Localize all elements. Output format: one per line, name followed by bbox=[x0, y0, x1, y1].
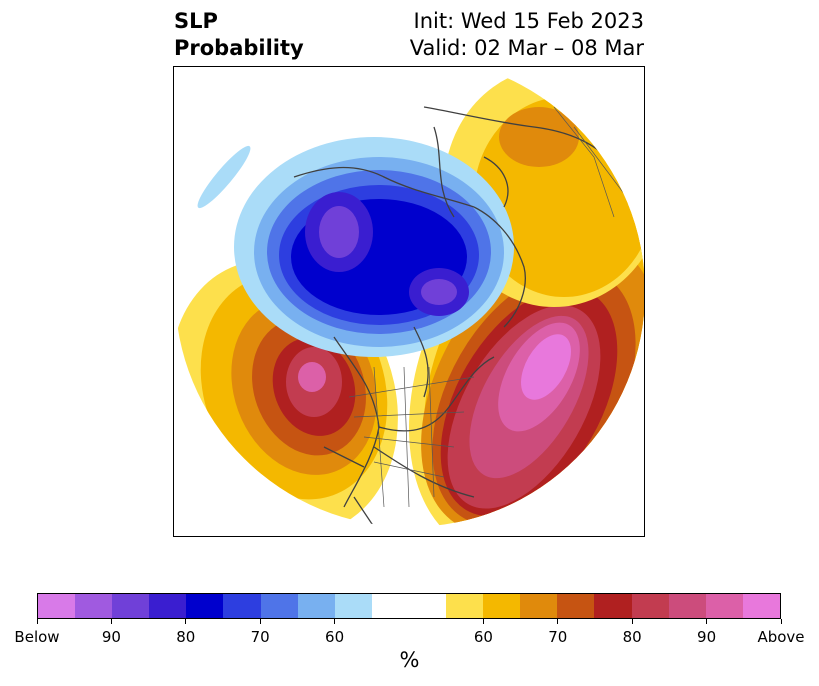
colorbar-tick-mark bbox=[110, 619, 112, 624]
colorbar-tick-mark bbox=[36, 619, 38, 624]
init-date: Init: Wed 15 Feb 2023 bbox=[413, 9, 644, 33]
colorbar-swatch bbox=[75, 594, 113, 618]
map-title-left: SLP Probability bbox=[174, 8, 304, 62]
colorbar-swatch bbox=[149, 594, 187, 618]
colorbar-swatch bbox=[668, 594, 706, 618]
colorbar-tick-label: 70 bbox=[548, 628, 568, 646]
title-slp: SLP bbox=[174, 9, 218, 33]
colorbar-swatch bbox=[297, 594, 335, 618]
probability-map bbox=[175, 67, 644, 527]
coastlines bbox=[293, 106, 625, 527]
colorbar-swatch bbox=[371, 594, 409, 618]
colorbar-tick-label: 60 bbox=[473, 628, 493, 646]
colorbar-swatch bbox=[446, 594, 484, 618]
colorbar-tick-mark bbox=[185, 619, 187, 624]
colorbar-tick-label: Below bbox=[14, 628, 60, 646]
colorbar-swatch bbox=[631, 594, 669, 618]
colorbar-swatch bbox=[186, 594, 224, 618]
colorbar-swatch bbox=[594, 594, 632, 618]
colorbar-swatch bbox=[705, 594, 743, 618]
title-probability: Probability bbox=[174, 36, 304, 60]
colorbar-tick-mark bbox=[780, 619, 782, 624]
colorbar-tick-label: 90 bbox=[101, 628, 121, 646]
colorbar-tick-label: 80 bbox=[622, 628, 642, 646]
below-normal-region bbox=[234, 137, 514, 357]
colorbar-swatch bbox=[260, 594, 298, 618]
colorbar-swatch bbox=[112, 594, 150, 618]
colorbar bbox=[37, 593, 781, 619]
valid-range: Valid: 02 Mar – 08 Mar bbox=[409, 36, 644, 60]
map-panel bbox=[173, 66, 645, 537]
colorbar-tick-label: Above bbox=[757, 628, 805, 646]
colorbar-tick-label: 70 bbox=[250, 628, 270, 646]
colorbar-tick-label: 60 bbox=[325, 628, 345, 646]
colorbar-tick-label: 80 bbox=[176, 628, 196, 646]
colorbar-swatch bbox=[483, 594, 521, 618]
colorbar-label: % bbox=[399, 648, 420, 672]
colorbar-swatch bbox=[742, 594, 780, 618]
colorbar-tick-label: 90 bbox=[697, 628, 717, 646]
colorbar-swatch bbox=[334, 594, 372, 618]
colorbar-swatch bbox=[520, 594, 558, 618]
colorbar-swatch bbox=[38, 594, 76, 618]
colorbar-tick-mark bbox=[334, 619, 336, 624]
colorbar-tick-mark bbox=[482, 619, 484, 624]
map-title-right: Init: Wed 15 Feb 2023 Valid: 02 Mar – 08… bbox=[410, 8, 644, 62]
colorbar-tick-mark bbox=[557, 619, 559, 624]
colorbar-swatch bbox=[223, 594, 261, 618]
colorbar-tick-mark bbox=[259, 619, 261, 624]
colorbar-tick-mark bbox=[631, 619, 633, 624]
colorbar-tick-mark bbox=[706, 619, 708, 624]
colorbar-swatch bbox=[408, 594, 447, 618]
colorbar-swatch bbox=[557, 594, 595, 618]
